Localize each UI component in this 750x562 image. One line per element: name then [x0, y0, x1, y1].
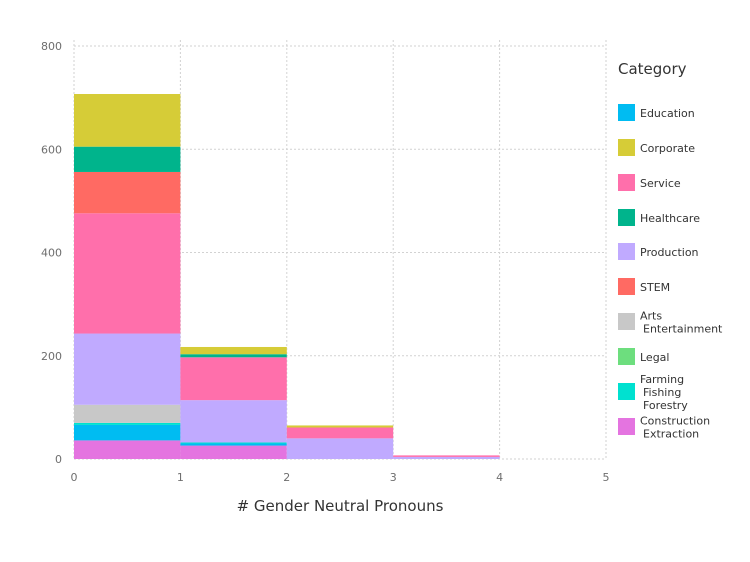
legend-label: Construction: [640, 415, 710, 428]
legend-label: Forestry: [643, 399, 688, 412]
x-tick-label: 2: [283, 471, 290, 484]
y-tick-label: 200: [41, 350, 62, 363]
x-axis-label: # Gender Neutral Pronouns: [237, 497, 444, 515]
legend-swatch: [618, 313, 635, 330]
bar-segment-arts-entertainment: [74, 404, 181, 423]
legend-swatch: [618, 383, 635, 400]
legend-label: Extraction: [643, 428, 699, 441]
bar-segment-healthcare: [74, 146, 181, 172]
x-tick-label: 1: [177, 471, 184, 484]
bar-segment-production: [180, 400, 287, 443]
legend-swatch: [618, 278, 635, 295]
bar-segment-corporate: [286, 425, 394, 428]
y-tick-label: 800: [41, 40, 62, 53]
bar-segment-corporate: [180, 346, 287, 355]
bar-segment-production: [286, 438, 394, 459]
legend-label: Fishing: [643, 386, 681, 399]
legend-label: Service: [640, 177, 681, 190]
legend: Category Education Corporate Service Health…: [618, 60, 723, 441]
bar-segment-education: [180, 443, 287, 446]
y-tick-label: 0: [55, 453, 62, 466]
bar-segment-service: [180, 357, 287, 401]
bar-segment-service: [286, 427, 394, 439]
x-tick-label: 4: [496, 471, 503, 484]
bar-segment-construction-extraction: [74, 440, 181, 459]
legend-swatch: [618, 104, 635, 121]
axes: 0 1 2 3 4 5 0 200 400 600 800: [41, 40, 610, 484]
x-tick-label: 5: [603, 471, 610, 484]
legend-swatch: [618, 243, 635, 260]
legend-label: Legal: [640, 351, 669, 364]
legend-swatch: [618, 174, 635, 191]
bars: [74, 94, 500, 459]
legend-label: Healthcare: [640, 212, 700, 225]
bar-segment-corporate: [74, 94, 181, 147]
bar-segment-farming-fishing-forestry: [180, 442, 287, 444]
legend-label: Arts: [640, 310, 662, 323]
x-tick-label: 3: [390, 471, 397, 484]
legend-label: Corporate: [640, 142, 695, 155]
legend-swatch: [618, 209, 635, 226]
bar-segment-production: [393, 456, 500, 459]
y-tick-label: 400: [41, 247, 62, 260]
bar-segment-service: [393, 455, 500, 457]
bar-segment-construction-extraction: [180, 445, 287, 459]
bar-segment-education: [74, 424, 181, 441]
x-tick-label: 0: [71, 471, 78, 484]
bar-segment-service: [74, 213, 181, 334]
legend-label: Production: [640, 246, 699, 259]
y-tick-label: 600: [41, 143, 62, 156]
legend-label: Entertainment: [643, 323, 723, 336]
bar-segment-stem: [74, 171, 181, 214]
bar-segment-farming-fishing-forestry: [74, 422, 181, 425]
bar-segment-healthcare: [180, 354, 287, 358]
legend-swatch: [618, 139, 635, 156]
legend-title: Category: [618, 60, 687, 78]
legend-label: Farming: [640, 373, 684, 386]
legend-swatch: [618, 418, 635, 435]
legend-label: STEM: [640, 281, 670, 294]
legend-swatch: [618, 348, 635, 365]
bar-segment-production: [74, 333, 181, 405]
legend-label: Education: [640, 107, 695, 120]
